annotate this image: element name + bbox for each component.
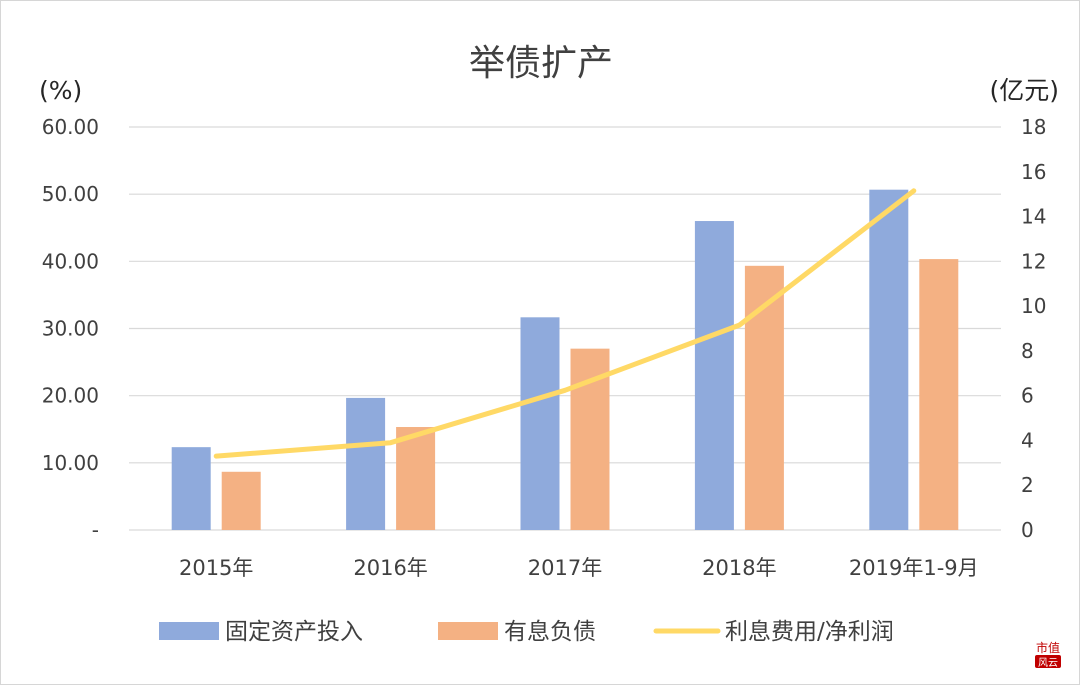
- left-tick-label: 40.00: [42, 249, 99, 273]
- right-tick-label: 2: [1021, 473, 1034, 497]
- line-series: [216, 191, 914, 457]
- right-tick-label: 0: [1021, 518, 1034, 542]
- bar-fixed-asset: [869, 190, 908, 530]
- right-tick-label: 4: [1021, 428, 1034, 452]
- legend-label-ratio: 利息费用/净利润: [725, 619, 894, 645]
- right-tick-label: 16: [1021, 160, 1046, 184]
- right-tick-label: 10: [1021, 294, 1046, 318]
- ratio-line: [216, 191, 914, 456]
- watermark-logo: 市值 风云: [1033, 638, 1063, 670]
- category-label: 2018年: [702, 556, 776, 580]
- legend-label-fixed-asset: 固定资产投入: [225, 619, 363, 645]
- right-tick-label: 8: [1021, 339, 1034, 363]
- svg-text:市值: 市值: [1036, 640, 1060, 655]
- bar-series: [172, 190, 959, 530]
- bar-fixed-asset: [172, 447, 211, 530]
- left-axis-ticks: - 10.00 20.00 30.00 40.00 50.00 60.00: [42, 115, 99, 542]
- right-tick-label: 14: [1021, 205, 1046, 229]
- bar-fixed-asset: [521, 317, 560, 530]
- right-axis-unit: (亿元): [989, 76, 1059, 105]
- bar-fixed-asset: [695, 221, 734, 530]
- category-label: 2017年: [528, 556, 602, 580]
- left-tick-label: 60.00: [42, 115, 99, 139]
- category-label: 2015年: [179, 556, 253, 580]
- bar-debt: [396, 427, 435, 530]
- category-label: 2019年1-9月: [849, 556, 979, 580]
- left-tick-label: 20.00: [42, 384, 99, 408]
- left-tick-label: 50.00: [42, 182, 99, 206]
- left-tick-label: 30.00: [42, 317, 99, 341]
- legend-swatch-debt: [438, 622, 498, 640]
- chart-title: 举债扩产: [469, 43, 613, 84]
- left-axis-unit: (%): [39, 76, 82, 105]
- bar-fixed-asset: [346, 398, 385, 530]
- category-label: 2016年: [353, 556, 427, 580]
- category-axis-labels: 2015年 2016年 2017年 2018年 2019年1-9月: [179, 556, 979, 580]
- left-tick-label: -: [92, 518, 99, 542]
- right-tick-label: 6: [1021, 384, 1034, 408]
- svg-text:风云: 风云: [1038, 657, 1058, 669]
- legend: 固定资产投入 有息负债 利息费用/净利润: [159, 619, 894, 645]
- legend-label-debt: 有息负债: [504, 619, 596, 645]
- left-tick-label: 10.00: [42, 451, 99, 475]
- legend-swatch-fixed-asset: [159, 622, 219, 640]
- bar-debt: [222, 472, 261, 530]
- right-axis-ticks: 0 2 4 6 8 10 12 14 16 18: [1021, 115, 1046, 542]
- bar-debt: [919, 259, 958, 530]
- right-tick-label: 18: [1021, 115, 1046, 139]
- right-tick-label: 12: [1021, 249, 1046, 273]
